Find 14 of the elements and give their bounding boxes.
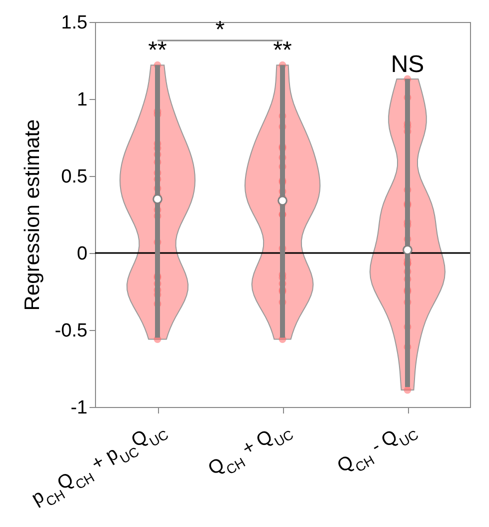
point <box>278 196 288 206</box>
y-tick-label: -0.5 <box>54 320 88 342</box>
y-axis-title: Regression estimate <box>20 119 44 311</box>
y-tick-label: 1 <box>76 90 88 110</box>
y-tick-label: 0.5 <box>61 166 88 188</box>
point <box>402 244 412 255</box>
annotation: ** <box>148 37 167 64</box>
annotation: ** <box>273 37 292 64</box>
y-tick-label: 1.5 <box>61 12 88 34</box>
annotation: * <box>215 16 225 44</box>
y-tick-label: -1 <box>70 398 88 418</box>
point <box>152 194 162 204</box>
annotation: NS <box>390 50 424 78</box>
y-tick-label: 0 <box>76 244 88 264</box>
